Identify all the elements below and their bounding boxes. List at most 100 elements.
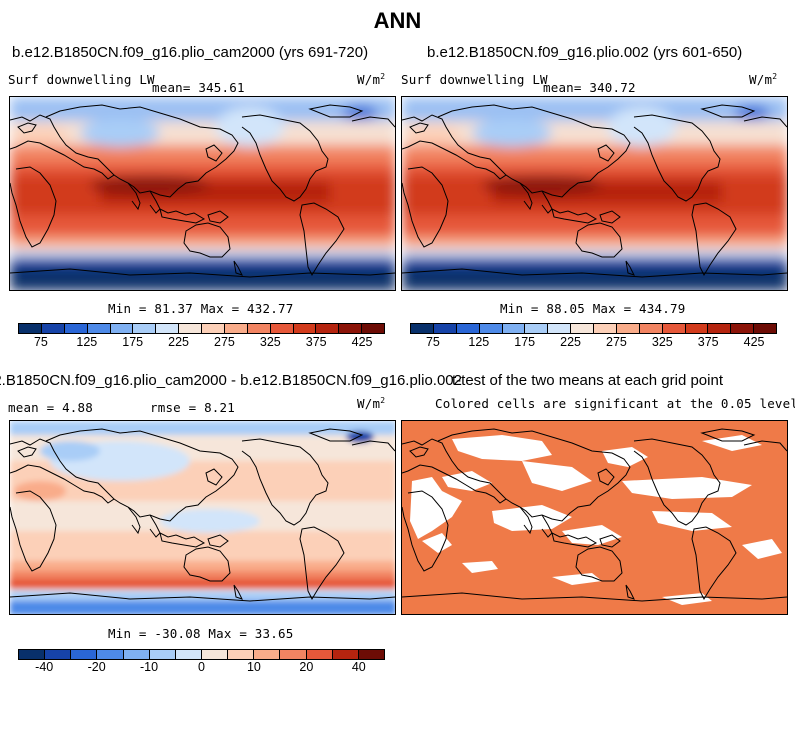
panel1-colorbar-tick-label: 125: [76, 335, 98, 349]
panel1-colorbar-box: [110, 324, 134, 333]
panel3-colorbar-box: [332, 650, 359, 659]
panel3-colorbar: [18, 649, 385, 660]
panel3-colorbar-box: [149, 650, 176, 659]
panel2-colorbar-tick-label: 275: [606, 335, 627, 349]
panel2-variable-label: Surf downwelling LW: [401, 72, 548, 87]
panel1-minmax: Min = 81.37 Max = 432.77: [108, 301, 294, 316]
panel2-units: W/m2: [749, 72, 778, 88]
panel2-colorbar-ticks: 75 125 175 225 275 325 375 425: [410, 335, 777, 351]
panel2-colorbar-tick-label: 125: [468, 335, 490, 349]
panel1-colorbar-tick-label: 75: [33, 335, 48, 349]
panel1-colorbar-box: [293, 324, 317, 333]
panel3-mean-label: mean = 4.88: [8, 400, 93, 415]
panel2-colorbar-box: [525, 324, 549, 333]
panel1-colorbar-box: [202, 324, 225, 333]
panel2-minmax: Min = 88.05 Max = 434.79: [500, 301, 686, 316]
panel3-colorbar-box: [175, 650, 202, 659]
panel3-colorbar-box: [306, 650, 333, 659]
panel4-case-title: t-test of the two means at each grid poi…: [452, 372, 723, 389]
panel1-colorbar-box: [179, 324, 202, 333]
panel1-colorbar-tick-label: 375: [305, 335, 327, 349]
panel3-case-title: b.e12.B1850CN.f09_g16.plio_cam2000 - b.e…: [0, 372, 462, 389]
panel1-colorbar-box: [362, 324, 384, 333]
panel2-colorbar-box: [639, 324, 663, 333]
panel3-colorbar-box: [280, 650, 307, 659]
panel2-colorbar-tick-label: 175: [514, 335, 536, 349]
panel1-colorbar-box: [87, 324, 111, 333]
panel2-colorbar-tick-label: 425: [743, 335, 765, 349]
panel2-colorbar-box: [411, 324, 434, 333]
panel3-colorbar-tick-label: 20: [299, 660, 314, 674]
panel3-colorbar-ticks: -40 -20 -10 0 10 20 40: [18, 660, 385, 676]
panel2-colorbar-box: [433, 324, 457, 333]
panel2-colorbar-box: [479, 324, 503, 333]
panel3-colorbar-box: [358, 650, 384, 659]
panel3-colorbar-box: [97, 650, 124, 659]
panel2-field: [402, 97, 787, 290]
panel1-variable-label: Surf downwelling LW: [8, 72, 155, 87]
panel3-colorbar-box: [201, 650, 229, 659]
panel4-map: [401, 420, 788, 615]
panel1-colorbar-box: [316, 324, 340, 333]
panel1-colorbar-box: [224, 324, 248, 333]
panel2-mean-label: mean= 340.72: [543, 80, 636, 95]
panel2-colorbar-box: [616, 324, 640, 333]
panel2-colorbar: [410, 323, 777, 334]
panel3-colorbar-tick-label: 0: [198, 660, 205, 674]
panel3-colorbar-tick-label: -10: [140, 660, 159, 674]
panel2-case-title: b.e12.B1850CN.f09_g16.plio.002 (yrs 601-…: [427, 44, 743, 61]
panel3-minmax: Min = -30.08 Max = 33.65: [108, 626, 294, 641]
panel3-colorbar-box: [45, 650, 72, 659]
panel1-colorbar-box: [41, 324, 65, 333]
panel1-colorbar-tick-label: 175: [122, 335, 144, 349]
panel2-colorbar-box: [571, 324, 594, 333]
panel3-rmse-label: rmse = 8.21: [150, 400, 235, 415]
panel1-colorbar-box: [339, 324, 363, 333]
panel3-colorbar-box: [254, 650, 281, 659]
panel3-units: W/m2: [357, 396, 386, 412]
panel4-field: [402, 421, 787, 614]
panel2-colorbar-tick-label: 225: [560, 335, 581, 349]
panel1-colorbar-ticks: 75 125 175 225 275 325 375 425: [18, 335, 385, 351]
panel1-colorbar-box: [19, 324, 42, 333]
panel1-colorbar-tick-label: 425: [351, 335, 373, 349]
panel3-colorbar-tick-label: -40: [35, 660, 54, 674]
panel2-colorbar-box: [548, 324, 572, 333]
page-title: ANN: [373, 8, 422, 33]
panel2-colorbar-box: [456, 324, 480, 333]
panel1-colorbar-tick-label: 325: [259, 335, 281, 349]
panel3-colorbar-box: [123, 650, 150, 659]
panel2-colorbar-box: [502, 324, 526, 333]
panel3-colorbar-tick-label: 10: [246, 660, 261, 674]
panel2-colorbar-box: [594, 324, 617, 333]
panel1-units: W/m2: [357, 72, 386, 88]
panel2-colorbar-box: [731, 324, 755, 333]
panel2-colorbar-box: [662, 324, 686, 333]
panel2-colorbar-box: [754, 324, 776, 333]
panel2-colorbar-tick-label: 325: [651, 335, 673, 349]
panel3-map: [9, 420, 396, 615]
panel1-colorbar-box: [64, 324, 88, 333]
panel1-colorbar: [18, 323, 385, 334]
panel3-colorbar-box: [71, 650, 98, 659]
panel1-colorbar-box: [247, 324, 271, 333]
panel1-colorbar-box: [270, 324, 294, 333]
panel1-case-title: b.e12.B1850CN.f09_g16.plio_cam2000 (yrs …: [12, 44, 369, 61]
panel1-colorbar-box: [156, 324, 180, 333]
panel2-colorbar-box: [708, 324, 732, 333]
panel2-colorbar-tick-label: 75: [425, 335, 440, 349]
panel3-colorbar-box: [19, 650, 46, 659]
panel3-colorbar-tick-label: -20: [87, 660, 106, 674]
panel1-field: [10, 97, 395, 290]
panel1-colorbar-tick-label: 275: [214, 335, 235, 349]
panel1-colorbar-tick-label: 225: [168, 335, 189, 349]
panel2-colorbar-box: [685, 324, 709, 333]
panel3-colorbar-tick-label: 40: [351, 660, 366, 674]
panel1-map: [9, 96, 396, 291]
panel2-colorbar-tick-label: 375: [697, 335, 719, 349]
panel4-subtitle: Colored cells are significant at the 0.0…: [435, 396, 795, 411]
panel3-field: [10, 421, 395, 614]
panel1-colorbar-box: [133, 324, 157, 333]
panel3-colorbar-box: [228, 650, 255, 659]
panel2-map: [401, 96, 788, 291]
